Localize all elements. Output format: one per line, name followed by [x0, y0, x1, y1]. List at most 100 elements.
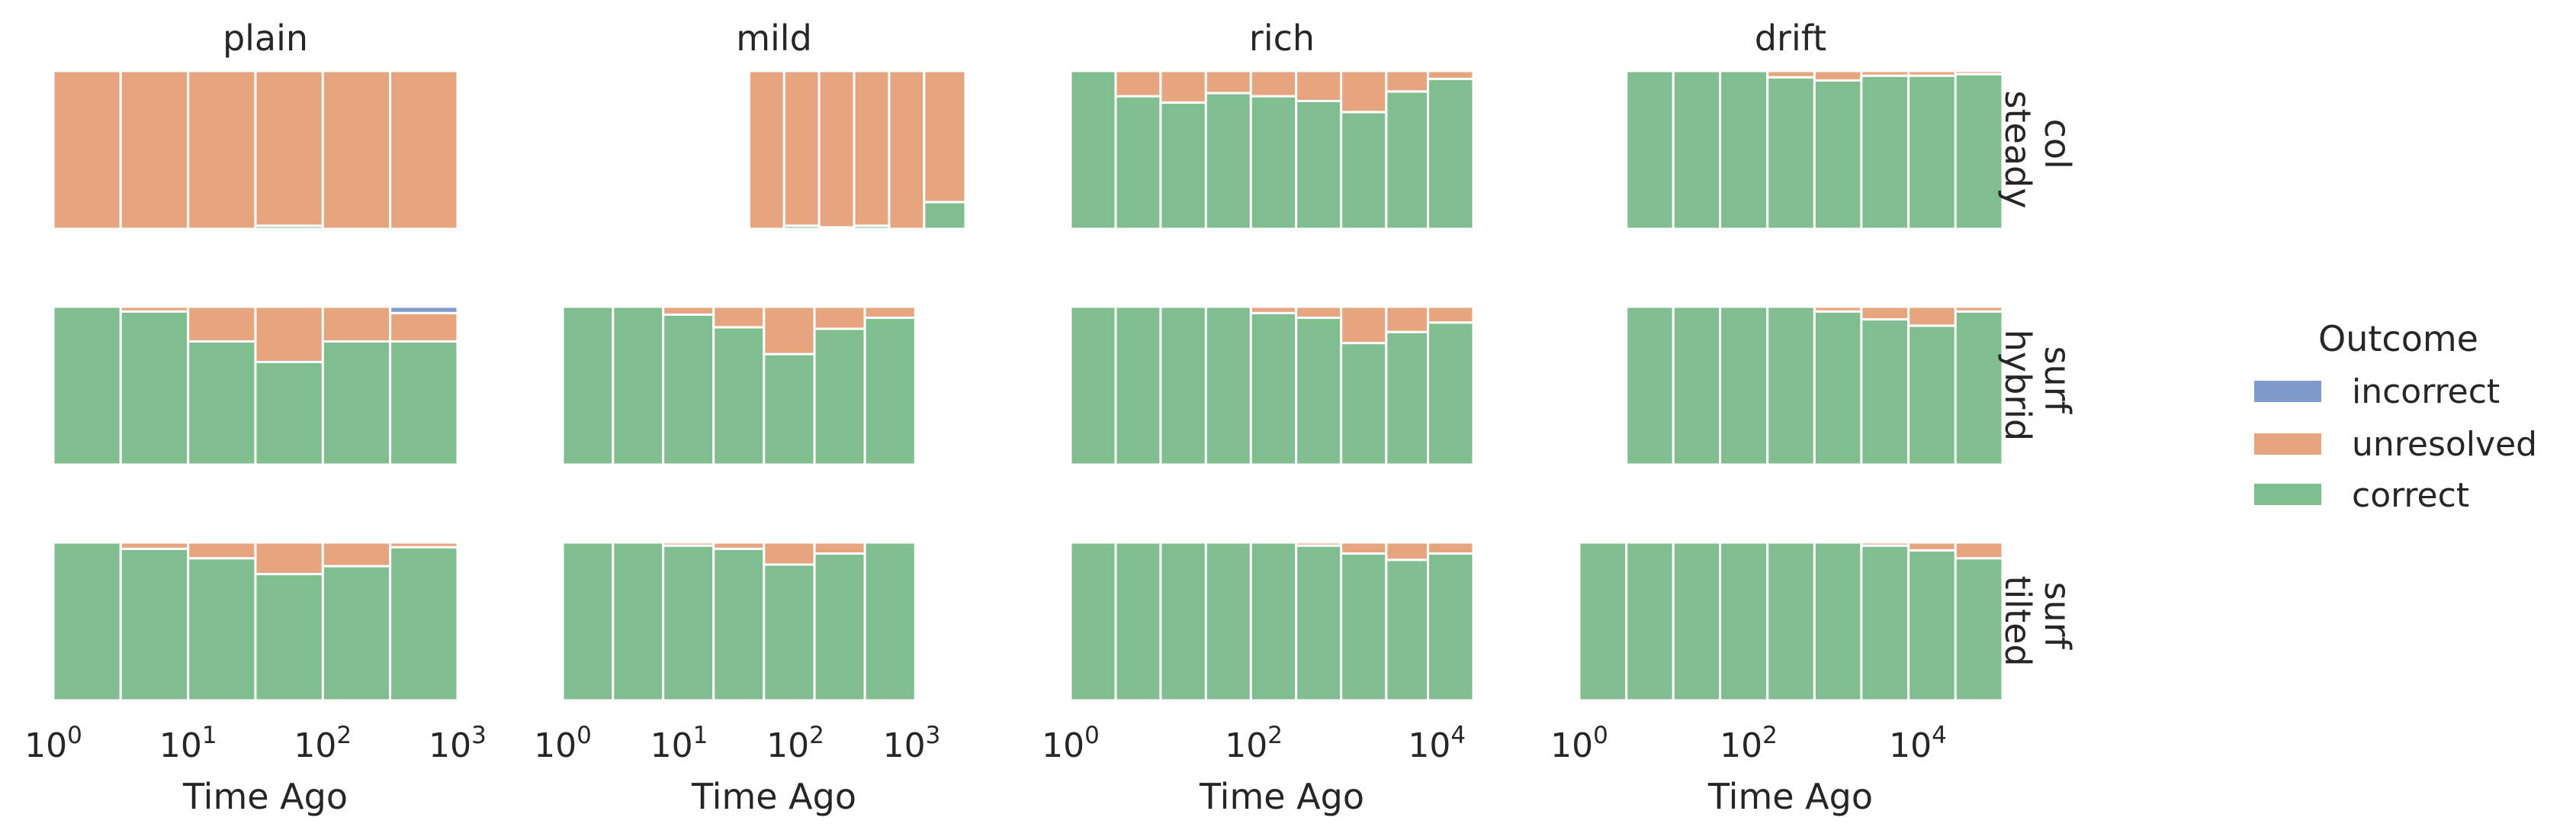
bar-correct	[1813, 310, 1863, 466]
bar-unresolved	[1295, 69, 1343, 102]
bar-unresolved	[321, 305, 392, 343]
bar-unresolved	[187, 541, 257, 560]
row-label-line: hybrid	[1997, 330, 2038, 441]
legend-label-correct: correct	[2352, 476, 2469, 515]
bar-correct	[863, 541, 917, 702]
bar-unresolved	[1249, 69, 1298, 98]
x-tick-label: 100	[1550, 722, 1608, 765]
bar-unresolved	[1907, 541, 1957, 552]
legend-label-incorrect: incorrect	[2352, 372, 2500, 411]
bar-correct	[1069, 69, 1117, 230]
bar-correct	[321, 340, 392, 466]
bar-unresolved	[1427, 541, 1475, 555]
bar-unresolved	[1954, 541, 2004, 560]
bar-correct	[1114, 95, 1162, 230]
bar-unresolved	[1340, 305, 1388, 345]
bar-unresolved	[1427, 305, 1475, 324]
bar-correct	[187, 557, 257, 702]
x-tick-label: 104	[1889, 722, 1947, 765]
bar-correct	[712, 326, 766, 466]
bar-unresolved	[254, 305, 324, 363]
x-tick-label: 102	[294, 722, 352, 765]
bar-correct	[1813, 541, 1863, 702]
bar-unresolved	[1860, 305, 1910, 321]
legend-swatch-unresolved	[2254, 433, 2321, 455]
bar-correct	[1249, 311, 1298, 466]
bar-unresolved	[1907, 69, 1957, 77]
bar-correct	[1249, 541, 1298, 702]
panel-rich-row1	[1069, 69, 1475, 230]
x-tick-label: 100	[534, 722, 592, 765]
bar-correct	[1159, 305, 1207, 466]
bar-correct	[763, 563, 816, 702]
panel-drift-row3	[1578, 541, 2004, 702]
row-label-col-steady: col steady	[1997, 91, 2078, 209]
bar-correct	[923, 201, 967, 230]
bar-correct	[561, 541, 615, 702]
bar-unresolved	[817, 69, 856, 229]
row-label-surf-tilted: surf tilted	[1997, 575, 2078, 666]
panel-rich-row3	[1069, 541, 1475, 702]
bar-correct	[1204, 305, 1252, 466]
tick-labels: 100 101 102 103 100 101 102 103 100 102 104 100 102 1…	[24, 722, 1947, 765]
bar-unresolved	[187, 69, 257, 230]
bar-unresolved	[923, 69, 967, 204]
x-tick-label: 101	[159, 722, 217, 765]
row-label-line: surf	[2037, 582, 2078, 651]
bar-unresolved	[1159, 69, 1207, 104]
bar-unresolved	[1204, 69, 1252, 95]
bar-incorrect	[389, 305, 459, 314]
bar-correct	[612, 541, 665, 702]
bar-unresolved	[1340, 69, 1388, 114]
bar-unresolved	[1860, 541, 1910, 547]
bar-correct	[863, 316, 917, 466]
bar-correct	[1766, 541, 1816, 702]
bar-correct	[1069, 541, 1117, 702]
panel-plain-row2	[52, 305, 459, 466]
x-axis-label-drift: Time Ago	[1707, 776, 1873, 817]
bar-unresolved	[1385, 305, 1430, 333]
x-axis-labels: Time Ago Time Ago Time Ago Time Ago	[182, 776, 1873, 817]
bar-unresolved	[321, 69, 392, 230]
x-tick-label: 101	[650, 722, 708, 765]
column-titles: plain mild rich drift	[223, 18, 1826, 59]
bar-correct	[389, 546, 459, 702]
bar-correct	[813, 327, 866, 466]
legend-label-unresolved: unresolved	[2352, 425, 2537, 464]
bar-correct	[1719, 305, 1769, 466]
panel-drift-row1	[1625, 69, 2004, 230]
bar-unresolved	[662, 541, 715, 547]
bar-unresolved	[119, 305, 190, 313]
bar-unresolved	[813, 305, 866, 330]
bar-unresolved	[1954, 69, 2004, 76]
bar-correct	[1427, 77, 1475, 230]
bar-unresolved	[389, 541, 459, 549]
x-tick-label: 100	[24, 722, 82, 765]
row-label-line: tilted	[1997, 575, 2038, 666]
bar-correct	[813, 552, 866, 702]
bar-unresolved	[888, 69, 926, 230]
bar-unresolved	[1295, 541, 1343, 547]
x-axis-label-rich: Time Ago	[1199, 776, 1364, 817]
row-label-line: steady	[1997, 91, 2038, 209]
legend-title: Outcome	[2318, 318, 2478, 359]
bar-correct	[1204, 541, 1252, 702]
column-title-mild: mild	[736, 18, 812, 59]
bar-correct	[187, 340, 257, 466]
panel-plain-row3	[52, 541, 459, 702]
bar-correct	[1249, 95, 1298, 230]
bar-correct	[1114, 305, 1162, 466]
bar-correct	[1719, 69, 1769, 230]
bar-correct	[1672, 305, 1722, 466]
bar-correct	[1907, 549, 1957, 702]
bar-correct	[1860, 318, 1910, 466]
bar-unresolved	[119, 69, 190, 230]
panel-rich-row2	[1069, 305, 1475, 466]
bar-unresolved	[813, 541, 866, 555]
bar-correct	[1672, 69, 1722, 230]
panel-mild-row2	[561, 305, 917, 466]
bar-unresolved	[1340, 541, 1388, 555]
column-title-rich: rich	[1249, 18, 1315, 59]
bar-unresolved	[1813, 305, 1863, 313]
bar-correct	[1954, 310, 2004, 466]
